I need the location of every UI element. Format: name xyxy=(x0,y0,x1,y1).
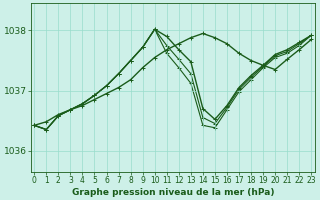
X-axis label: Graphe pression niveau de la mer (hPa): Graphe pression niveau de la mer (hPa) xyxy=(71,188,274,197)
